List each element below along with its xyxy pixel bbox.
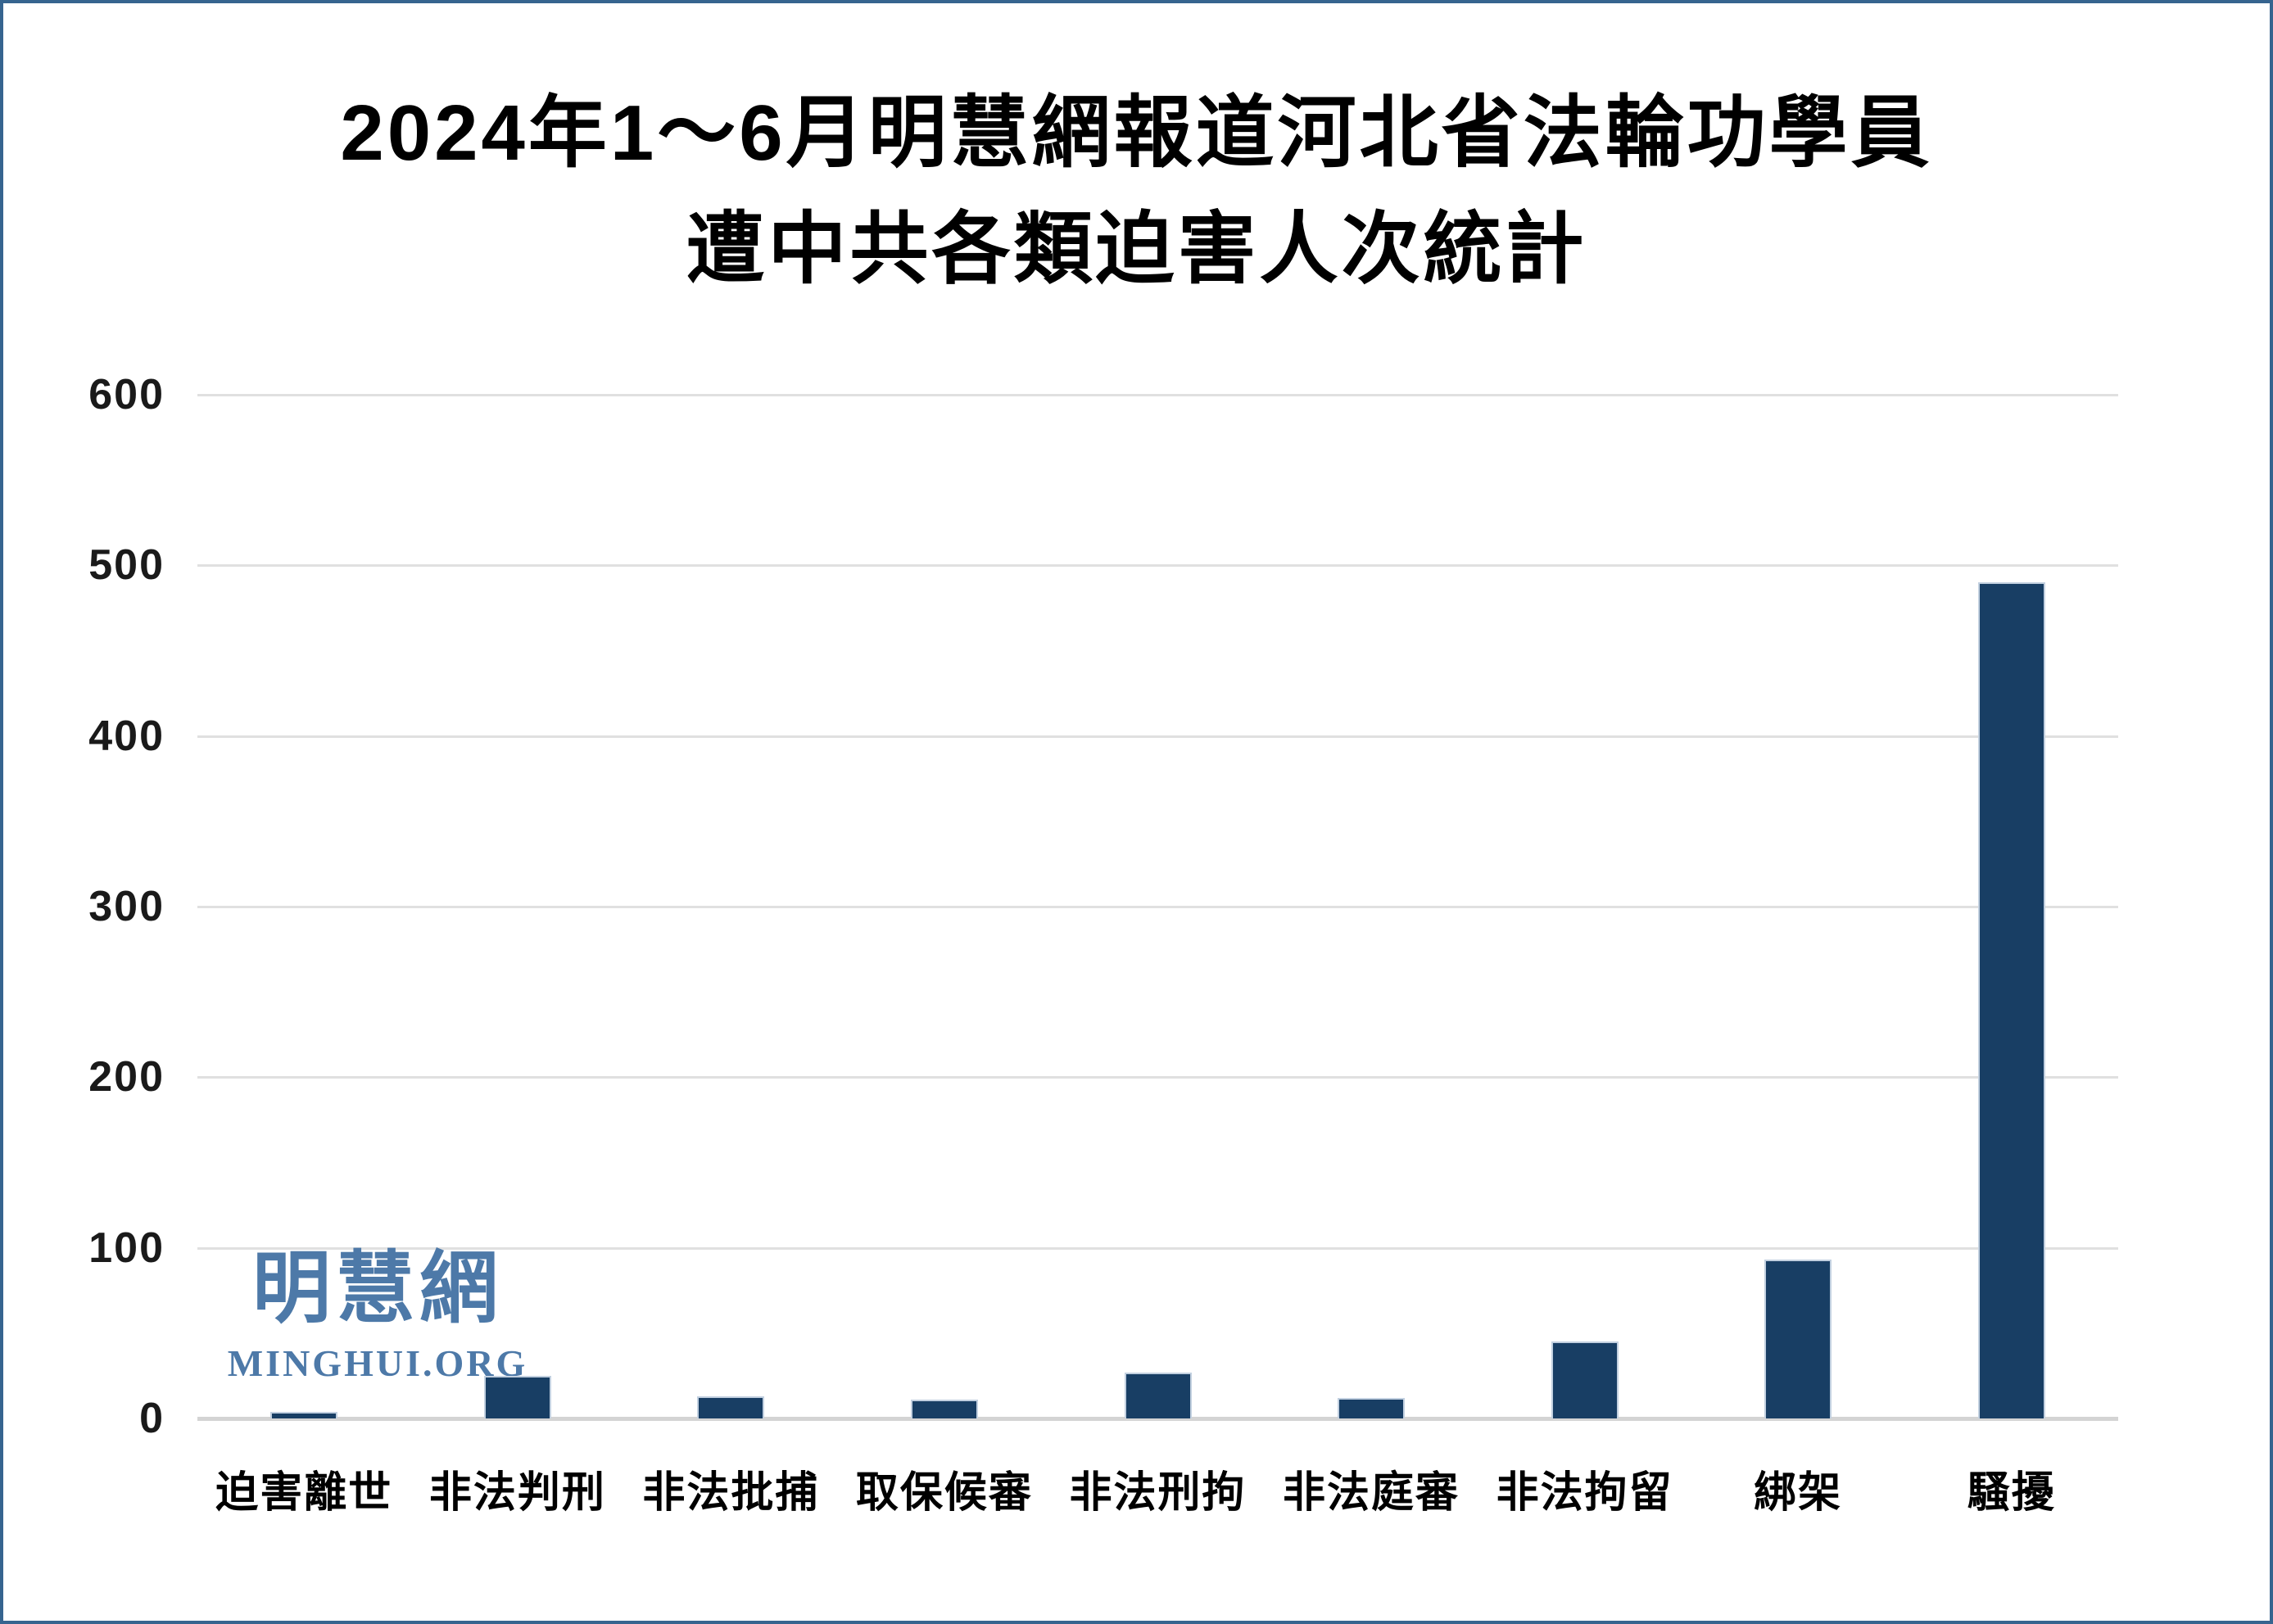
bar-8-綁架 xyxy=(1764,1260,1832,1418)
x-axis-label-取保候審: 取保候審 xyxy=(855,1469,1033,1517)
chart-title-line1: 2024年1～6月明慧網報道河北省法輪功學員 xyxy=(340,89,1933,177)
bar-1-迫害離世 xyxy=(270,1411,338,1418)
watermark-english-text: MINGHUI.ORG xyxy=(227,1342,528,1384)
bar-9-騷擾 xyxy=(1977,582,2045,1418)
y-axis-tick-label-100: 100 xyxy=(88,1224,165,1272)
gridline-600 xyxy=(197,394,2118,396)
x-axis-label-迫害離世: 迫害離世 xyxy=(215,1469,393,1517)
gridline-200 xyxy=(197,1076,2118,1079)
gridline-400 xyxy=(197,735,2118,738)
gridline-100 xyxy=(197,1246,2118,1250)
gridline-500 xyxy=(197,564,2118,568)
bar-7-非法拘留 xyxy=(1551,1341,1619,1418)
bar-5-非法刑拘 xyxy=(1124,1372,1192,1418)
x-axis-label-非法判刑: 非法判刑 xyxy=(428,1469,606,1517)
x-axis-label-非法拘留: 非法拘留 xyxy=(1496,1469,1673,1517)
minghui-watermark: 明慧網 MINGHUI.ORG xyxy=(222,1248,533,1385)
x-axis-label-綁架: 綁架 xyxy=(1754,1469,1843,1517)
x-axis-baseline xyxy=(197,1417,2118,1421)
x-axis-label-非法庭審: 非法庭審 xyxy=(1283,1469,1460,1517)
y-axis-tick-label-300: 300 xyxy=(88,883,165,930)
y-axis-tick-label-200: 200 xyxy=(88,1053,165,1102)
bar-6-非法庭審 xyxy=(1338,1398,1406,1418)
chart-title: 2024年1～6月明慧網報道河北省法輪功學員 遭中共各類迫害人次統計 xyxy=(3,75,2270,308)
bar-2-非法判刑 xyxy=(483,1375,551,1418)
chart-title-line2: 遭中共各類迫害人次統計 xyxy=(686,206,1587,293)
bar-4-取保候審 xyxy=(910,1400,978,1418)
y-axis-tick-label-0: 0 xyxy=(139,1395,165,1442)
x-axis-label-非法批捕: 非法批捕 xyxy=(642,1469,820,1517)
gridline-300 xyxy=(197,906,2118,908)
y-axis-tick-label-500: 500 xyxy=(88,541,165,590)
watermark-chinese-text: 明慧網 xyxy=(252,1245,503,1332)
plot-area: 明慧網 MINGHUI.ORG 0 100 200 300 400 500 600 迫害離世非… xyxy=(88,371,2118,1517)
x-axis-label-非法刑拘: 非法刑拘 xyxy=(1069,1469,1247,1517)
x-axis-label-騷擾: 騷擾 xyxy=(1967,1469,2056,1517)
y-axis-tick-label-600: 600 xyxy=(88,371,165,418)
bar-3-非法批捕 xyxy=(697,1396,765,1418)
y-axis-tick-label-400: 400 xyxy=(88,712,165,760)
